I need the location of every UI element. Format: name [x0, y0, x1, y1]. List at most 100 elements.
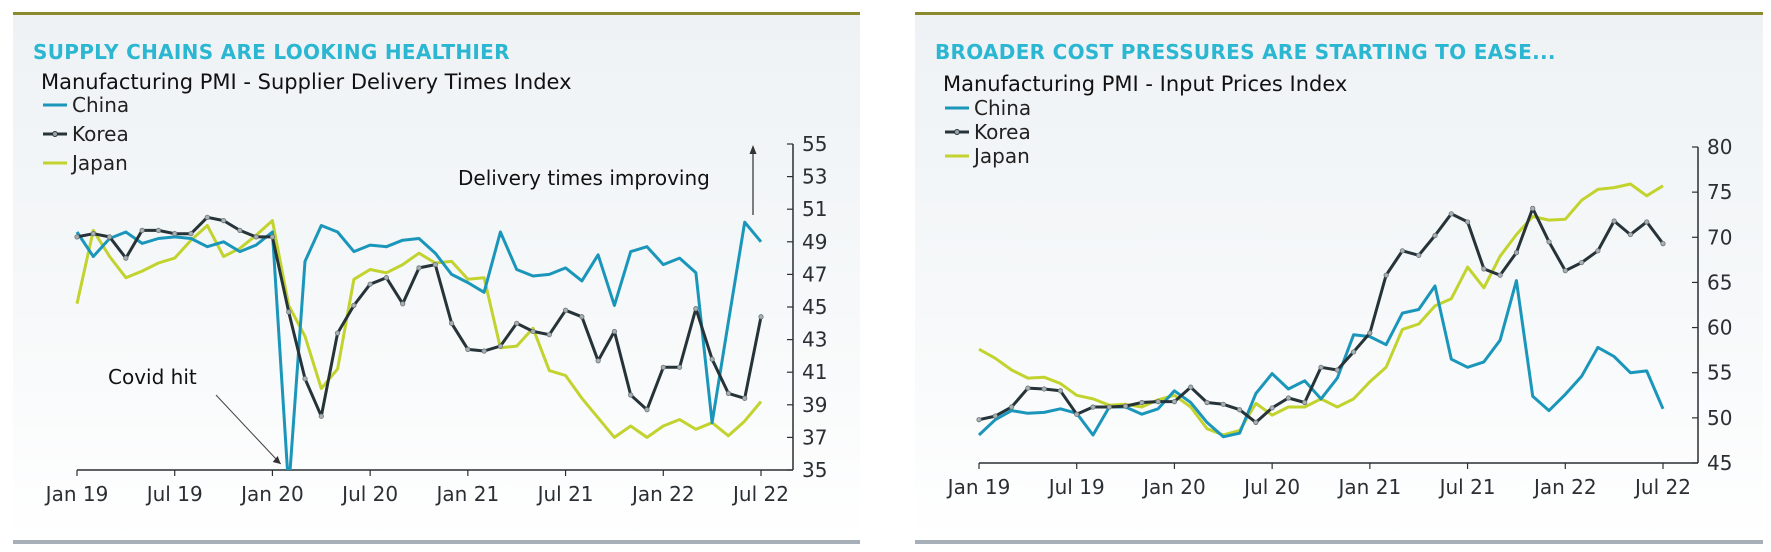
improving-arrow-head: [749, 145, 757, 154]
x-tick-label: Jan 19: [946, 475, 1011, 499]
data-point-korea: [1562, 268, 1568, 274]
data-point-korea: [74, 234, 80, 240]
data-point-korea: [1546, 239, 1552, 245]
data-point-korea: [1448, 211, 1454, 217]
x-tick-label: Jan 21: [1337, 475, 1402, 499]
data-point-korea: [1334, 367, 1340, 373]
x-tick-label: Jul 22: [731, 482, 789, 506]
data-point-korea: [367, 281, 373, 287]
x-tick-label: Jul 20: [1242, 475, 1300, 499]
x-tick-label: Jan 19: [44, 482, 109, 506]
y-tick-label: 53: [802, 165, 827, 189]
y-tick-label: 55: [1707, 361, 1732, 385]
legend-label-korea: Korea: [72, 122, 129, 146]
y-tick-label: 47: [802, 262, 827, 286]
left-panel: SUPPLY CHAINS ARE LOOKING HEALTHIER Manu…: [13, 12, 860, 544]
data-point-korea: [1236, 407, 1243, 413]
data-point-korea: [1253, 419, 1259, 425]
legend-item-china: China: [43, 93, 129, 117]
y-tick-label: 55: [802, 132, 827, 156]
data-point-korea: [172, 231, 178, 237]
x-tick-label: Jan 21: [435, 482, 500, 506]
data-point-korea: [562, 307, 569, 313]
panel-headline: SUPPLY CHAINS ARE LOOKING HEALTHIER: [33, 40, 510, 64]
y-tick-label: 39: [802, 393, 827, 417]
y-tick-label: 50: [1707, 406, 1732, 430]
data-point-korea: [676, 364, 683, 370]
data-point-korea: [237, 227, 243, 233]
legend-label-japan: Japan: [70, 151, 128, 175]
data-point-korea: [1008, 404, 1015, 410]
data-point-korea: [416, 265, 422, 271]
data-point-korea: [1090, 404, 1096, 410]
data-point-korea: [1432, 232, 1438, 239]
y-tick-label: 41: [802, 360, 827, 384]
data-point-korea: [1399, 248, 1406, 254]
data-point-korea: [1497, 272, 1503, 278]
y-tick-label: 65: [1707, 270, 1732, 294]
legend-label-korea: Korea: [974, 120, 1031, 144]
chart-subtitle: Manufacturing PMI - Input Prices Index: [943, 72, 1347, 96]
data-point-korea: [155, 227, 162, 233]
y-tick-label: 75: [1707, 180, 1732, 204]
series-line-korea: [978, 206, 1665, 424]
data-point-korea: [106, 234, 113, 240]
legend-item-china: China: [945, 96, 1031, 120]
data-point-korea: [90, 231, 96, 237]
data-point-korea: [286, 309, 292, 315]
data-point-korea: [1644, 219, 1650, 225]
covid-arrow-line: [215, 394, 282, 465]
data-point-korea: [1530, 205, 1536, 211]
y-tick-label: 49: [802, 230, 827, 254]
series-line-china: [75, 220, 763, 470]
data-point-korea: [1285, 395, 1292, 401]
data-point-korea: [1106, 404, 1112, 410]
legend-item-korea: Korea: [945, 120, 1031, 144]
bottom-rule: [915, 540, 1763, 544]
data-point-korea: [530, 328, 536, 335]
data-point-korea: [660, 364, 666, 370]
data-point-korea: [465, 346, 471, 352]
y-tick-label: 80: [1707, 135, 1732, 159]
legend-label-china: China: [72, 93, 129, 117]
data-point-korea: [1269, 405, 1275, 411]
data-point-korea: [188, 231, 194, 237]
data-point-korea: [1057, 388, 1064, 394]
data-point-korea: [1041, 386, 1047, 392]
data-point-korea: [448, 320, 455, 326]
y-tick-label: 37: [802, 425, 827, 449]
legend-item-japan: Japan: [945, 144, 1030, 168]
data-point-korea: [1367, 330, 1373, 336]
data-point-korea: [383, 275, 390, 281]
data-point-korea: [497, 343, 504, 349]
data-point-korea: [1481, 266, 1487, 272]
legend-label-china: China: [974, 96, 1031, 120]
x-tick-label: Jan 22: [630, 482, 695, 506]
data-point-korea: [1513, 250, 1520, 256]
data-point-korea: [644, 407, 650, 413]
y-tick-label: 60: [1707, 316, 1732, 340]
data-point-korea: [220, 218, 227, 224]
data-point-korea: [1660, 241, 1666, 247]
top-rule: [915, 12, 1763, 15]
input-prices-chart: Manufacturing PMI - Input Prices IndexCh…: [943, 72, 1732, 499]
delivery-improving-annotation: Delivery times improving: [458, 166, 710, 190]
right-panel: BROADER COST PRESSURES ARE STARTING TO E…: [915, 12, 1763, 544]
data-point-korea: [123, 255, 129, 261]
legend-label-japan: Japan: [972, 144, 1030, 168]
data-point-korea: [139, 227, 145, 233]
y-tick-label: 35: [802, 458, 827, 482]
data-point-korea: [1595, 248, 1601, 254]
data-point-korea: [1139, 399, 1145, 406]
data-point-korea: [611, 328, 618, 335]
data-point-korea: [628, 392, 634, 398]
panel-headline: BROADER COST PRESSURES ARE STARTING TO E…: [935, 40, 1556, 64]
data-point-korea: [725, 390, 732, 396]
data-point-korea: [1464, 219, 1471, 225]
data-point-korea: [302, 376, 308, 382]
data-point-korea: [1171, 399, 1178, 405]
data-point-korea: [318, 413, 324, 419]
top-rule: [13, 12, 860, 15]
data-point-korea: [351, 302, 357, 308]
x-tick-label: Jul 19: [1047, 475, 1105, 499]
